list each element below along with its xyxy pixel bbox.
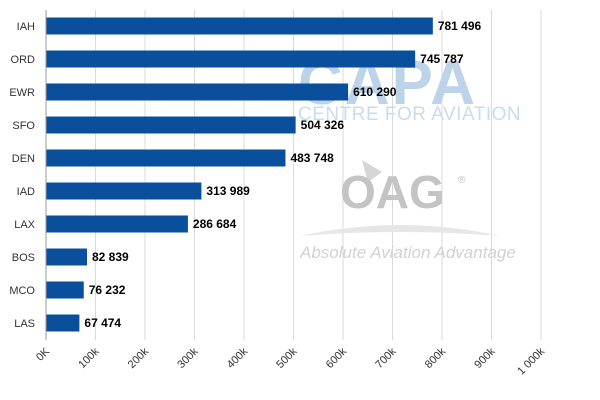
category-label: SFO (12, 120, 35, 132)
value-labels: 781 496 745 787 610 290 504 326 483 748 313 9… (84, 19, 481, 330)
value-label: 67 474 (84, 316, 121, 330)
category-labels: IAH ORD EWR SFO DEN IAD LAX BOS MCO LAS (9, 21, 35, 330)
value-label: 504 326 (301, 118, 345, 132)
x-tick-labels: 0K 100k 200k 300k 400k 500k 600k 700k 800k 900k 1 … (34, 345, 547, 377)
bars (46, 17, 433, 332)
bar-sfo (46, 116, 296, 134)
value-label: 82 839 (92, 250, 129, 264)
value-label: 286 684 (193, 217, 237, 231)
value-label: 610 290 (353, 85, 397, 99)
x-tick-label: 100k (76, 345, 102, 371)
category-label: BOS (12, 252, 35, 264)
x-tick-label: 500k (274, 345, 300, 371)
category-label: MCO (9, 285, 35, 297)
category-label: LAS (14, 318, 35, 330)
x-tick-label: 300k (175, 345, 201, 371)
x-tick-label: 400k (225, 345, 251, 371)
watermark-oag: OAG (340, 166, 445, 218)
category-label: IAH (17, 21, 35, 33)
value-label: 313 989 (206, 184, 250, 198)
x-tick-label: 900k (472, 345, 498, 371)
bar-ewr (46, 83, 349, 101)
bar-ord (46, 50, 416, 68)
value-label: 745 787 (420, 52, 464, 66)
category-label: LAX (14, 219, 35, 231)
bar-iah (46, 17, 433, 35)
bar-lax (46, 215, 188, 233)
x-tick-label: 800k (423, 345, 449, 371)
x-tick-label: 700k (373, 345, 399, 371)
category-label: DEN (12, 153, 35, 165)
bar-den (46, 149, 286, 167)
watermark-centre: CENTRE FOR AVIATION (298, 104, 521, 125)
bar-las (46, 314, 80, 332)
value-label: 781 496 (438, 19, 482, 33)
category-label: IAD (17, 186, 35, 198)
x-tick-label: 600k (324, 345, 350, 371)
watermark-tagline: Absolute Aviation Advantage (299, 243, 516, 262)
value-label: 483 748 (290, 151, 334, 165)
bar-mco (46, 281, 84, 299)
value-label: 76 232 (89, 283, 126, 297)
x-tick-label: 200k (126, 345, 152, 371)
registered-mark: ® (458, 175, 466, 186)
watermark-arc-icon (300, 225, 500, 236)
x-tick-label: 0K (34, 345, 52, 363)
bar-bos (46, 248, 88, 266)
bar-iad (46, 182, 202, 200)
category-label: ORD (11, 54, 36, 66)
x-tick-label: 1 000k (515, 345, 547, 377)
oag-swoosh-icon (362, 160, 382, 182)
category-label: EWR (9, 87, 35, 99)
